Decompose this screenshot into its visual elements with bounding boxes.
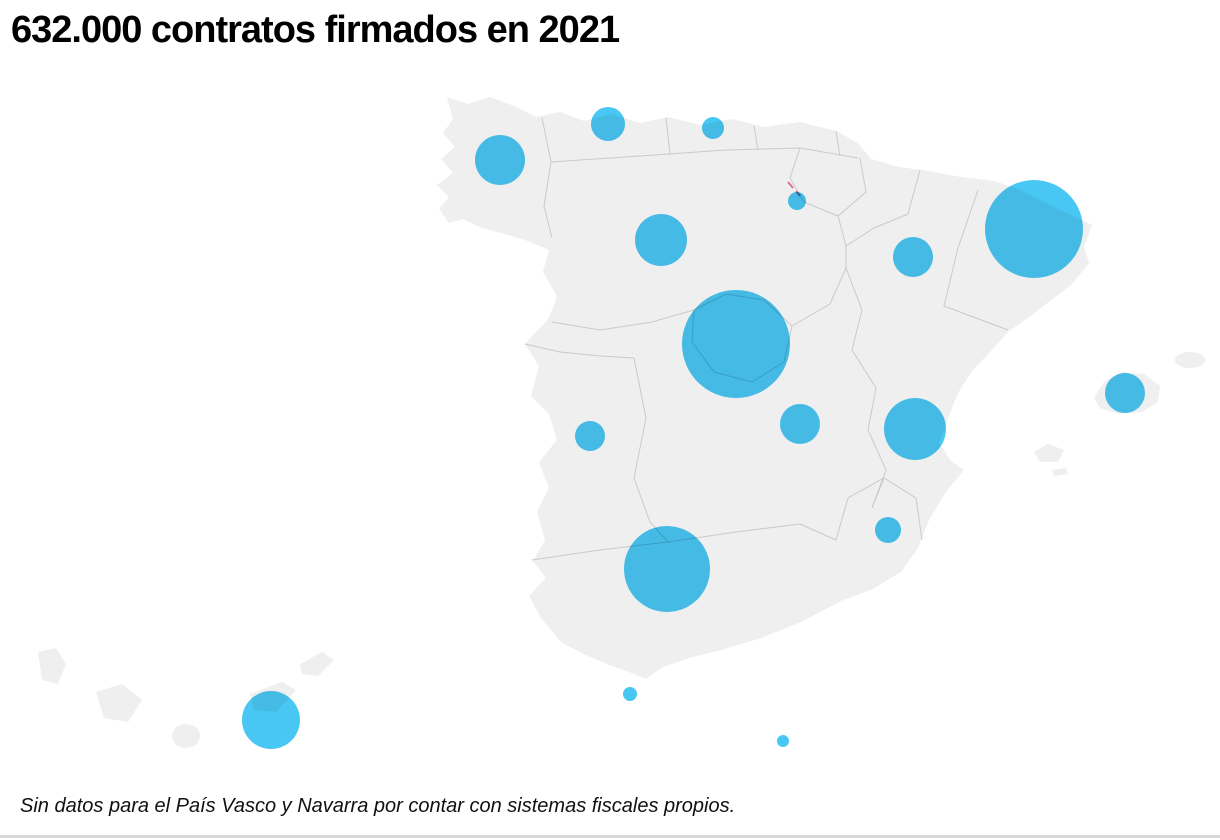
bubble-layer — [242, 107, 1145, 749]
bubble-ceuta[interactable] — [623, 687, 637, 701]
island-ibiza — [1034, 444, 1064, 462]
bubble-andalucia[interactable] — [624, 526, 710, 612]
bubble-la-rioja[interactable] — [788, 192, 806, 210]
border-north-strip — [550, 147, 859, 163]
border-rioja-navarra — [789, 147, 921, 247]
bubble-castilla-y-leon[interactable] — [635, 214, 687, 266]
bubble-galicia[interactable] — [475, 135, 525, 185]
bubble-madrid[interactable] — [682, 290, 790, 398]
border-murcia — [835, 477, 923, 541]
island-lanzarote — [300, 652, 334, 676]
border-cataluna-west — [943, 189, 1009, 331]
border-north-verticals — [665, 117, 841, 157]
island-gran-canaria — [172, 724, 200, 748]
region-borders — [524, 117, 1009, 561]
bubble-castilla-la-mancha[interactable] — [780, 404, 820, 444]
bubble-baleares[interactable] — [1105, 373, 1145, 413]
bottom-rule — [0, 835, 1220, 838]
island-formentera — [1052, 468, 1068, 476]
bubble-melilla[interactable] — [777, 735, 789, 747]
chart-title: 632.000 contratos firmados en 2021 — [11, 9, 620, 51]
bubble-cataluna[interactable] — [985, 180, 1083, 278]
bubble-asturias[interactable] — [591, 107, 625, 141]
bubble-murcia[interactable] — [875, 517, 901, 543]
island-la-palma — [38, 648, 66, 684]
island-menorca — [1175, 352, 1205, 368]
bubble-aragon[interactable] — [893, 237, 933, 277]
island-tenerife — [96, 684, 142, 722]
border-aragon-valencia — [845, 267, 887, 509]
bubble-comunidad-valenciana[interactable] — [884, 398, 946, 460]
border-extremadura — [524, 343, 651, 523]
border-castilla-leon-south — [551, 246, 847, 331]
chart-footnote: Sin datos para el País Vasco y Navarra p… — [20, 795, 736, 817]
bubble-cantabria[interactable] — [702, 117, 724, 139]
border-galicia — [541, 117, 553, 239]
bubble-canarias[interactable] — [242, 691, 300, 749]
bubble-extremadura[interactable] — [575, 421, 605, 451]
